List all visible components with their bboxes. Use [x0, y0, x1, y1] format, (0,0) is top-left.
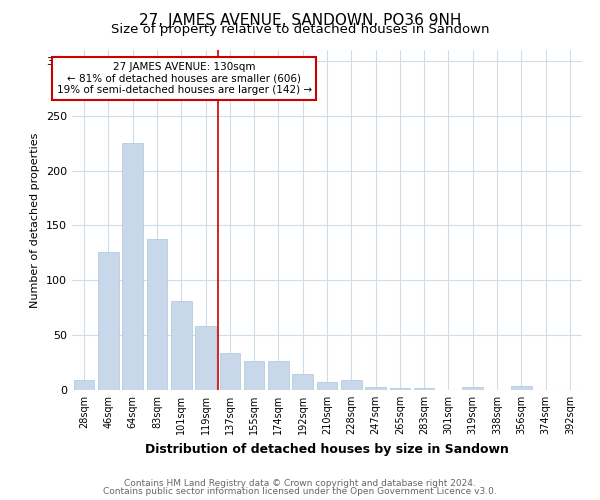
- Bar: [389, 388, 410, 390]
- Bar: [268, 362, 289, 390]
- Bar: [122, 143, 143, 390]
- Y-axis label: Number of detached properties: Number of detached properties: [31, 132, 40, 308]
- Text: Contains HM Land Registry data © Crown copyright and database right 2024.: Contains HM Land Registry data © Crown c…: [124, 478, 476, 488]
- Bar: [74, 380, 94, 390]
- Bar: [195, 326, 216, 390]
- Bar: [341, 380, 362, 390]
- Bar: [414, 388, 434, 390]
- Text: 27 JAMES AVENUE: 130sqm
← 81% of detached houses are smaller (606)
19% of semi-d: 27 JAMES AVENUE: 130sqm ← 81% of detache…: [56, 62, 312, 95]
- Text: 27, JAMES AVENUE, SANDOWN, PO36 9NH: 27, JAMES AVENUE, SANDOWN, PO36 9NH: [139, 12, 461, 28]
- Bar: [220, 352, 240, 390]
- Text: Contains public sector information licensed under the Open Government Licence v3: Contains public sector information licen…: [103, 487, 497, 496]
- Bar: [292, 374, 313, 390]
- Bar: [146, 238, 167, 390]
- Bar: [317, 382, 337, 390]
- Bar: [365, 386, 386, 390]
- Bar: [463, 386, 483, 390]
- X-axis label: Distribution of detached houses by size in Sandown: Distribution of detached houses by size …: [145, 442, 509, 456]
- Bar: [244, 362, 265, 390]
- Bar: [171, 301, 191, 390]
- Bar: [98, 252, 119, 390]
- Text: Size of property relative to detached houses in Sandown: Size of property relative to detached ho…: [111, 22, 489, 36]
- Bar: [511, 386, 532, 390]
